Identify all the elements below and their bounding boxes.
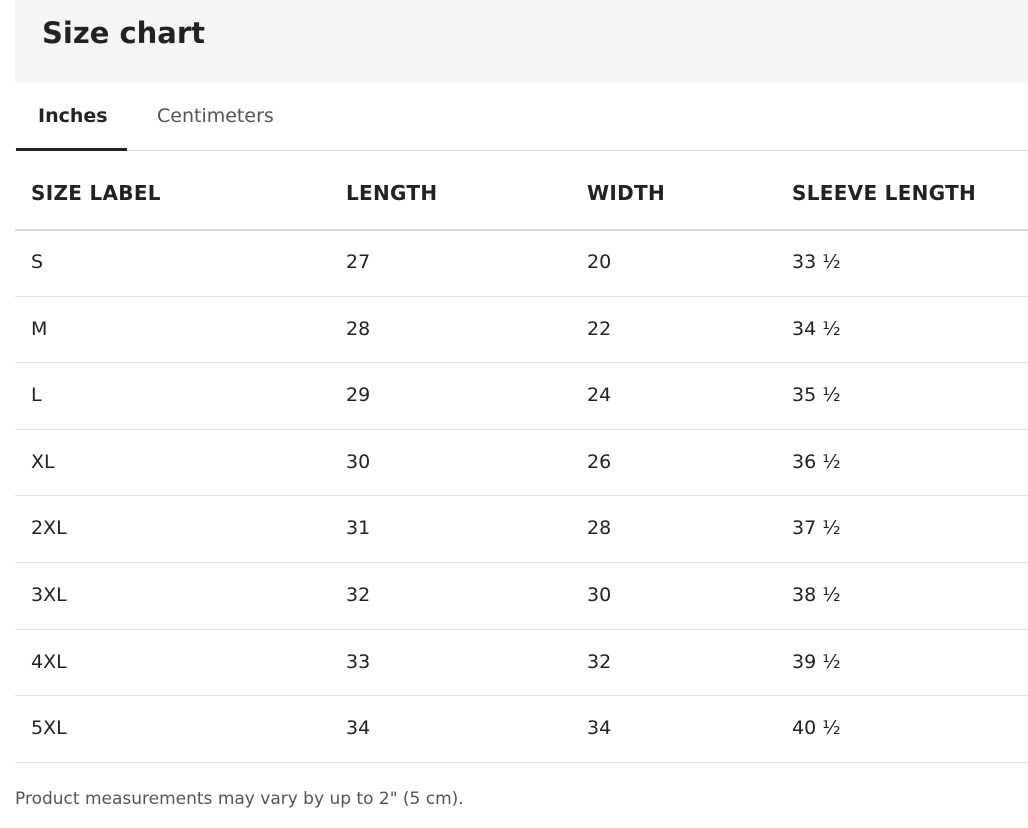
table-cell: 4XL: [31, 650, 67, 673]
table-cell: 34 ½: [792, 317, 841, 340]
table-cell: 22: [587, 317, 612, 340]
table-cell: 29: [346, 384, 371, 407]
table-cell: 39 ½: [792, 650, 841, 673]
table-cell: 27: [346, 251, 371, 273]
row-rule: [15, 295, 1028, 297]
table-cell: XL: [31, 450, 55, 473]
table-cell: 33 ½: [792, 251, 841, 273]
row-rule: [15, 628, 1028, 630]
table-cell: 28: [346, 317, 371, 340]
table-cell: 36 ½: [792, 450, 841, 473]
table-cell: 33: [346, 650, 371, 673]
header-rule: [15, 229, 1028, 231]
table-cell: 3XL: [31, 584, 67, 606]
header-band: [15, 0, 1028, 83]
active-tab-indicator: [16, 148, 127, 151]
tab[interactable]: Centimeters: [157, 105, 274, 127]
table-cell: 5XL: [31, 717, 67, 740]
table-cell: 34: [587, 717, 612, 740]
table-cell: S: [31, 251, 44, 273]
table-cell: 31: [346, 517, 371, 540]
table-cell: 28: [587, 517, 612, 540]
row-rule: [15, 362, 1028, 364]
tab[interactable]: Inches: [38, 105, 108, 127]
row-rule: [15, 428, 1028, 430]
table-cell: 30: [346, 450, 371, 473]
table-cell: 38 ½: [792, 584, 841, 606]
row-rule: [15, 761, 1028, 763]
column-header: LENGTH: [346, 181, 438, 205]
table-cell: 20: [587, 251, 612, 273]
table-cell: 40 ½: [792, 717, 841, 740]
row-rule: [15, 562, 1028, 563]
table-cell: L: [31, 384, 42, 407]
table-cell: 35 ½: [792, 384, 841, 407]
table-cell: 2XL: [31, 517, 67, 540]
table-cell: 37 ½: [792, 517, 841, 540]
table-cell: 32: [346, 584, 371, 606]
table-cell: 30: [587, 584, 612, 606]
table-cell: 26: [587, 450, 612, 473]
tab-divider: [15, 150, 1028, 151]
table-cell: 32: [587, 650, 612, 673]
table-cell: M: [31, 317, 48, 340]
table-cell: 24: [587, 384, 612, 407]
column-header: WIDTH: [587, 181, 665, 205]
column-header: SIZE LABEL: [31, 181, 161, 205]
footnote: Product measurements may vary by up to 2…: [15, 789, 464, 809]
title: Size chart: [42, 16, 206, 50]
row-rule: [15, 495, 1028, 497]
table-cell: 34: [346, 717, 371, 740]
row-rule: [15, 695, 1028, 697]
column-header: SLEEVE LENGTH: [792, 181, 977, 205]
